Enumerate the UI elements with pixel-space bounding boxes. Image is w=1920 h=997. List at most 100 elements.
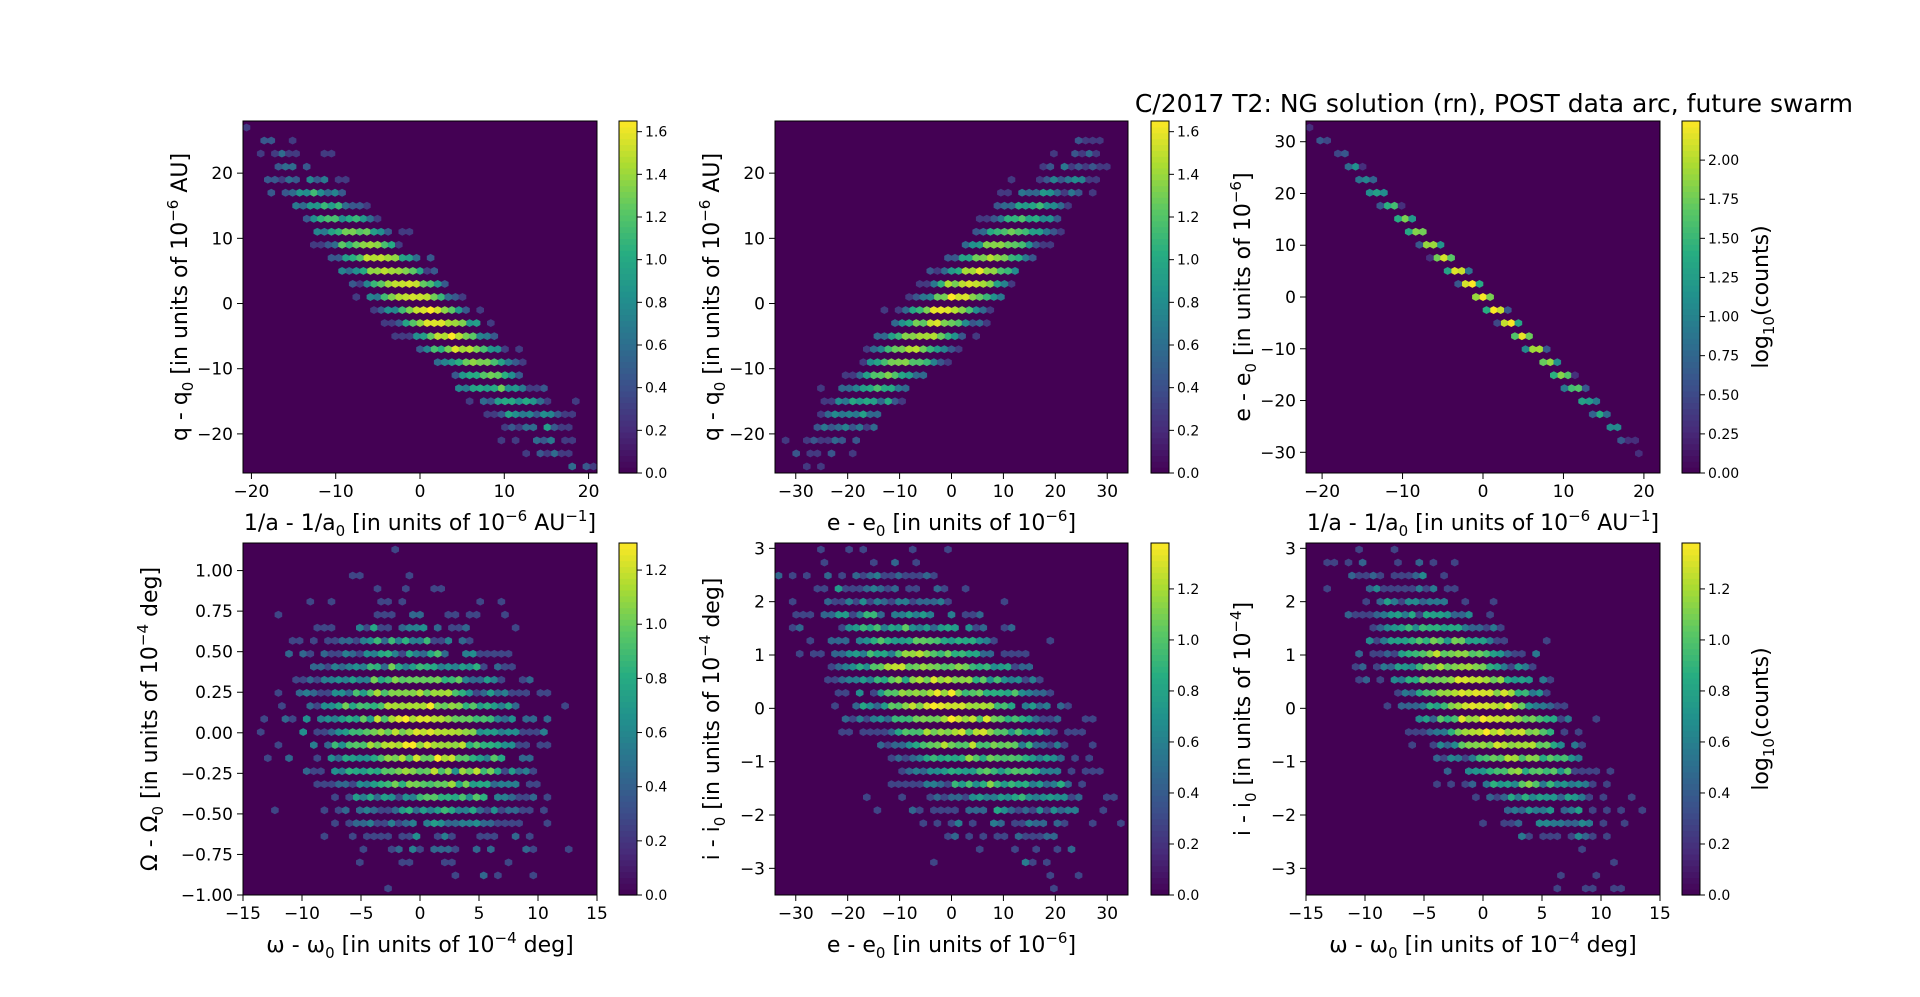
colorbar-segment xyxy=(1682,279,1700,286)
hexbin-cell xyxy=(391,545,399,554)
hexbin-cell xyxy=(341,728,350,736)
hexbin-cell xyxy=(891,371,899,380)
hexbin-cell xyxy=(997,767,1005,776)
hexbin-cell xyxy=(476,597,484,606)
hexbin-cell xyxy=(1404,728,1413,736)
hexbin-cell xyxy=(366,715,375,723)
hexbin-cell xyxy=(419,332,428,341)
hexbin-cell xyxy=(1535,819,1544,828)
hexbin-cell xyxy=(908,675,917,684)
hexbin-cell xyxy=(1088,162,1097,171)
hexbin-cell xyxy=(472,662,481,671)
hexbin-cells xyxy=(1323,545,1647,893)
y-axis-label: q - q0 [in units of 10−6 AU] xyxy=(164,153,197,441)
hexbin-cell xyxy=(356,253,364,262)
y-axis-label: Ω - Ω0 [in units of 10−4 deg] xyxy=(134,567,167,871)
x-tick-label: 0 xyxy=(946,482,957,502)
hexbin-cell xyxy=(317,662,325,671)
hexbin-cell xyxy=(327,201,336,210)
colorbar-segment xyxy=(1682,830,1700,837)
hexbin-cell xyxy=(901,623,910,632)
colorbar-tick-label: 0.4 xyxy=(1177,381,1199,397)
hexbin-cell xyxy=(387,240,396,249)
hexbin-cell xyxy=(458,319,467,327)
hexbin-cell xyxy=(944,253,952,262)
hexbin-cell xyxy=(891,397,899,406)
hexbin-cell xyxy=(1419,597,1427,606)
hexbin-cell xyxy=(416,319,424,327)
hexbin-cell xyxy=(958,780,966,789)
hexbin-cell xyxy=(1004,793,1012,802)
hexbin-cell xyxy=(384,623,392,632)
hexbin-cell xyxy=(1627,793,1636,802)
hexbin-cell xyxy=(405,306,414,314)
colorbar-frame xyxy=(618,542,638,896)
hexbin-cell xyxy=(430,345,438,354)
hexbin-cell xyxy=(820,584,829,593)
hexbin-cell xyxy=(1443,741,1452,749)
hexbin-cell xyxy=(366,636,375,645)
colorbar-segment xyxy=(1151,760,1169,767)
hexbin-cell xyxy=(320,806,329,815)
hexbin-cell xyxy=(961,741,970,749)
hexbin-cell xyxy=(476,306,484,314)
hexbin-cell xyxy=(947,662,956,671)
colorbar-segment xyxy=(619,595,637,603)
hexbin-cell xyxy=(1376,571,1385,580)
hexbin-cell xyxy=(494,793,502,802)
colorbar-segment xyxy=(1682,701,1700,708)
hexbin-cell xyxy=(504,358,513,367)
hexbin-cell xyxy=(961,636,970,645)
hexbin-cell xyxy=(395,293,403,301)
hexbin-cell xyxy=(1535,715,1544,723)
hexbin-cell xyxy=(1039,793,1048,802)
colorbar-segment xyxy=(619,126,637,134)
y-axis-label: i - i0 [in units of 10−4 deg] xyxy=(696,578,729,861)
x-tick-label: 30 xyxy=(1096,904,1118,924)
hexbin-cell xyxy=(912,371,920,380)
hexbin-cell xyxy=(1440,754,1448,763)
hexbin-cell xyxy=(1000,728,1009,736)
hexbin-cell xyxy=(373,214,382,223)
hexbin-cell xyxy=(391,806,399,815)
hexbin-cell xyxy=(972,623,980,632)
hexbin-cell xyxy=(331,819,339,828)
colorbar-segment xyxy=(1151,801,1169,808)
colorbar-segment xyxy=(1682,730,1700,738)
hexbin-cell xyxy=(320,175,329,184)
colorbar-tick-label: 1.2 xyxy=(645,563,667,579)
colorbar-segment xyxy=(1151,765,1169,773)
hexbin-cell xyxy=(419,306,428,314)
hexbin-cell xyxy=(423,345,431,354)
hexbin-cell xyxy=(469,754,477,763)
hexbin-cell xyxy=(476,332,484,341)
x-tick-label: 20 xyxy=(1045,482,1067,502)
hexbin-cell xyxy=(997,741,1005,749)
colorbar-tick-label: 0.25 xyxy=(1708,427,1739,443)
hexbin-cell xyxy=(1380,584,1388,593)
hexbin-cell xyxy=(1429,240,1438,249)
hexbin-cell xyxy=(430,689,438,697)
hexbin-cell xyxy=(1394,214,1402,223)
hexbin-cell xyxy=(1567,806,1576,815)
hexbin-cell xyxy=(975,214,984,223)
hexbin-cell xyxy=(1542,793,1551,802)
colorbar-segment xyxy=(619,285,637,292)
hexbin-cell xyxy=(1110,793,1118,802)
hexbin-cell xyxy=(479,819,488,828)
hexbin-cell xyxy=(1454,675,1462,684)
hexbin-cell xyxy=(930,649,938,658)
hexbin-cell xyxy=(338,214,346,223)
hexbin-cell xyxy=(965,754,973,763)
hexbin-cell xyxy=(1436,689,1445,697)
hexbin-cell xyxy=(341,675,350,684)
hexbin-cell xyxy=(983,715,991,723)
hexbin-cell xyxy=(465,793,474,802)
hexbin-cell xyxy=(377,280,385,288)
colorbar-segment xyxy=(1682,584,1700,591)
hexbin-cell xyxy=(299,649,307,658)
colorbar-segment xyxy=(1151,185,1169,192)
hexbin-cell xyxy=(508,423,516,432)
hexbin-cell xyxy=(1088,188,1097,197)
hexbin-cell xyxy=(1096,162,1104,171)
